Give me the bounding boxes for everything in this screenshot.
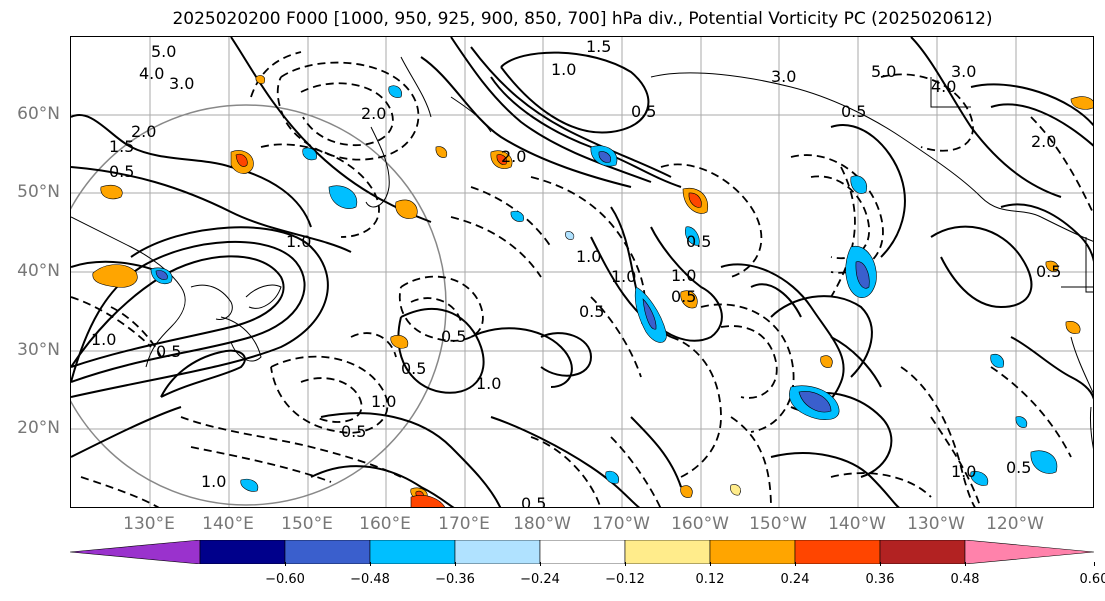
- contour-label: 1.0: [551, 60, 576, 79]
- colorbar-tick-mark: [370, 562, 371, 566]
- colorbar-cell: [369, 540, 456, 564]
- colorbar-tick-mark: [625, 562, 626, 566]
- contour-label: 0.5: [441, 327, 466, 346]
- colorbar-tick-label: −0.60: [265, 572, 305, 587]
- dashed-contours: [71, 51, 1093, 507]
- colorbar-cell: [879, 540, 966, 564]
- contour-label: 5.0: [151, 42, 176, 61]
- colorbar-cell: [70, 540, 201, 564]
- contour-label: 3.0: [169, 74, 194, 93]
- chart-title: 2025020200 F000 [1000, 950, 925, 900, 85…: [172, 9, 993, 29]
- contour-label: 0.5: [686, 232, 711, 251]
- colorbar-cell: [624, 540, 711, 564]
- graticule: [71, 37, 1093, 507]
- contour-label: 0.5: [1006, 458, 1031, 477]
- colorbar: [70, 540, 1094, 564]
- contour-label: 0.5: [671, 287, 696, 306]
- contour-label: 4.0: [931, 77, 956, 96]
- pv-cold-patches: [150, 85, 1058, 492]
- contour-label: 4.0: [139, 64, 164, 83]
- colorbar-tick-label: 0.12: [695, 572, 725, 587]
- colorbar-tick-mark: [285, 562, 286, 566]
- colorbar-cell: [199, 540, 286, 564]
- coastlines: [71, 56, 1093, 450]
- lon-label-170e: 170°E: [438, 514, 490, 534]
- lon-label-150w: 150°W: [749, 514, 807, 534]
- contour-label: 2.0: [131, 122, 156, 141]
- contour-label: 1.0: [476, 374, 501, 393]
- colorbar-cell: [709, 540, 796, 564]
- colorbar-tick-mark: [455, 562, 456, 566]
- colorbar-tick-label: 0.60: [1079, 572, 1105, 587]
- solid-contours: [71, 37, 1093, 507]
- colorbar-cell: [454, 540, 541, 564]
- contour-label: 1.0: [201, 472, 226, 491]
- lon-label-160e: 160°E: [359, 514, 411, 534]
- colorbar-cell: [284, 540, 371, 564]
- colorbar-tick-label: 0.36: [865, 572, 895, 587]
- lat-label-20n: 20°N: [17, 418, 60, 438]
- reference-circle: [71, 104, 447, 506]
- lon-label-140w: 140°W: [828, 514, 886, 534]
- colorbar-tick-label: −0.24: [520, 572, 560, 587]
- contour-label: 0.5: [1036, 262, 1061, 281]
- contour-label: 1.0: [286, 232, 311, 251]
- contour-label: 0.5: [631, 102, 656, 121]
- contour-label: 2.0: [1031, 132, 1056, 151]
- contour-label: 0.5: [109, 162, 134, 181]
- contour-label: 5.0: [871, 62, 896, 81]
- contour-label: 1.5: [586, 37, 611, 56]
- lon-label-140e: 140°E: [202, 514, 254, 534]
- contour-label: 0.5: [156, 342, 181, 361]
- lat-label-40n: 40°N: [17, 261, 60, 281]
- colorbar-tick-label: −0.48: [350, 572, 390, 587]
- contour-label: 0.5: [341, 422, 366, 441]
- contour-labels: 5.04.03.02.01.00.51.51.00.52.01.00.51.0 0…: [91, 37, 1061, 508]
- colorbar-tick-mark: [1094, 562, 1095, 566]
- contour-label: 0.5: [521, 494, 546, 508]
- contour-label: 1.5: [109, 137, 134, 156]
- contour-label: 2.0: [361, 104, 386, 123]
- contour-label: 2.0: [501, 147, 526, 166]
- contour-label: 0.5: [579, 302, 604, 321]
- colorbar-tick-mark: [710, 562, 711, 566]
- colorbar-cell: [964, 540, 1094, 564]
- colorbar-tick-mark: [965, 562, 966, 566]
- lon-label-130w: 130°W: [907, 514, 965, 534]
- contour-label: 1.0: [576, 247, 601, 266]
- lat-label-50n: 50°N: [17, 182, 60, 202]
- lon-label-120w: 120°W: [986, 514, 1044, 534]
- colorbar-tick-label: −0.12: [605, 572, 645, 587]
- colorbar-tick-mark: [540, 562, 541, 566]
- contour-label: 3.0: [951, 62, 976, 81]
- colorbar-tick-label: 0.24: [780, 572, 810, 587]
- contour-label: 3.0: [771, 67, 796, 86]
- contour-label: 0.5: [401, 359, 426, 378]
- colorbar-tick-label: −0.36: [435, 572, 475, 587]
- contour-label: 1.0: [371, 392, 396, 411]
- pv-warm-patches: [92, 75, 1093, 507]
- lon-label-180w: 180°W: [513, 514, 571, 534]
- contour-label: 1.0: [611, 267, 636, 286]
- contour-label: 1.0: [671, 266, 696, 285]
- colorbar-cell: [539, 540, 626, 564]
- lon-label-170w: 170°W: [592, 514, 650, 534]
- lat-label-30n: 30°N: [17, 340, 60, 360]
- lon-label-160w: 160°W: [671, 514, 729, 534]
- map-canvas: 5.04.03.02.01.00.51.51.00.52.01.00.51.0 0…: [71, 37, 1093, 508]
- lon-label-130e: 130°E: [123, 514, 175, 534]
- contour-label: 1.0: [951, 462, 976, 481]
- colorbar-tick-mark: [795, 562, 796, 566]
- lon-label-150e: 150°E: [281, 514, 333, 534]
- colorbar-tick-label: 0.48: [950, 572, 980, 587]
- contour-label: 1.0: [91, 330, 116, 349]
- contour-label: 0.5: [841, 102, 866, 121]
- colorbar-tick-mark: [880, 562, 881, 566]
- map-plot-area[interactable]: 5.0 4.0 3.0 2.0 1.0 0.5 1.5 1.0 0.5 2.0 1.0 0.5 1.0 0…: [70, 36, 1094, 508]
- colorbar-cell: [794, 540, 881, 564]
- lat-label-60n: 60°N: [17, 104, 60, 124]
